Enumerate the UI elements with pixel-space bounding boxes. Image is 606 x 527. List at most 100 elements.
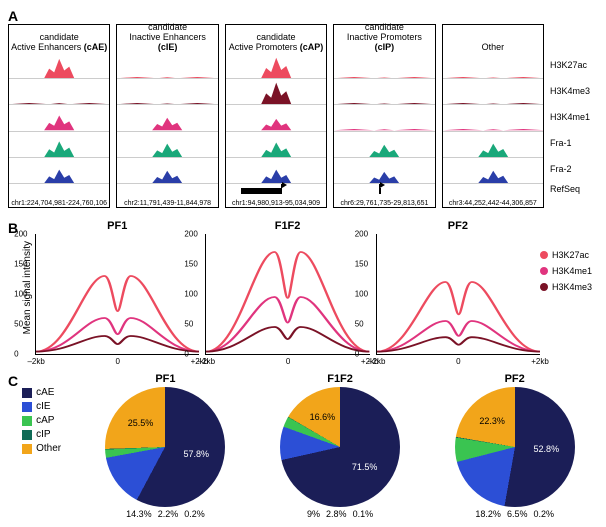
track-h3k27ac: [9, 53, 109, 78]
pie-chart: PF1 57.8%25.5% 14.3%2.2%0.2%: [82, 373, 249, 519]
track-h3k27ac: [443, 53, 543, 78]
legend-item: H3K4me1: [540, 266, 598, 276]
legend-label: H3K27ac: [552, 250, 589, 260]
track-fra1: [443, 131, 543, 157]
pie-slice-label: 18.2%: [475, 509, 501, 519]
panel-b-charts: PF1050100150200–2kb0+2kb F1F2 050100150200…: [35, 220, 540, 355]
profile-chart-title: F1F2: [205, 220, 369, 232]
coord-label: chr3:44,252,442-44,306,857: [443, 200, 543, 207]
y-tick: 100: [14, 290, 27, 299]
y-tick: 200: [355, 230, 368, 239]
profile-chart-title: PF2: [376, 220, 540, 232]
y-tick: 50: [14, 320, 23, 329]
track-fra2: [443, 157, 543, 183]
track-fra2: [226, 157, 326, 183]
profile-plot: 050100150200–2kb0+2kb: [205, 234, 369, 355]
refseq-row: [226, 183, 326, 198]
pie-slice-label: 9%: [307, 509, 320, 519]
track-h3k4me3: [9, 78, 109, 104]
refseq-row: [443, 183, 543, 198]
coord-label: chr1:224,704,981-224,760,106: [9, 200, 109, 207]
panel-c-label: C: [8, 373, 18, 389]
legend-item: cAE: [22, 387, 82, 398]
refseq-label: RefSeq: [550, 182, 598, 196]
pie-chart-title: F1F2: [257, 373, 424, 385]
coord-label: chr2:11,791,439-11,844,978: [117, 200, 217, 207]
pie-slice-label: 0.2%: [533, 509, 554, 519]
legend-swatch: [22, 388, 32, 398]
legend-swatch: [22, 416, 32, 426]
profile-chart: PF2 050100150200–2kb0+2kb: [376, 220, 540, 355]
legend-dot: [540, 251, 548, 259]
legend-swatch: [22, 430, 32, 440]
track-h3k4me3: [226, 78, 326, 104]
y-tick: 200: [184, 230, 197, 239]
panel-b-ylabel: Mean signal intensity: [22, 241, 33, 334]
track-column-header: candidateActive Promoters (cAP): [226, 25, 326, 53]
pie-slice-label: 71.5%: [352, 462, 378, 472]
y-tick: 200: [14, 230, 27, 239]
track-column-header: Other: [443, 25, 543, 53]
x-tick: –2kb: [198, 357, 215, 366]
legend-label: cAE: [36, 387, 54, 398]
coord-label: chr6:29,761,735-29,813,651: [334, 200, 434, 207]
legend-label: H3K4me3: [552, 282, 592, 292]
track-label: Fra-1: [550, 130, 598, 156]
pie-chart-title: PF1: [82, 373, 249, 385]
genome-tracks-row: candidateActive Enhancers (cAE) chr1:224,…: [8, 24, 598, 208]
x-tick: –2kb: [27, 357, 44, 366]
pie-slice-label: 0.2%: [184, 509, 205, 519]
track-h3k4me1: [334, 104, 434, 130]
track-h3k27ac: [226, 53, 326, 78]
track-h3k27ac: [117, 53, 217, 78]
panel-c-charts: PF157.8%25.5%14.3%2.2%0.2%F1F271.5%16.6%…: [82, 373, 598, 519]
track-h3k4me3: [117, 78, 217, 104]
track-fra2: [117, 157, 217, 183]
track-label: H3K27ac: [550, 52, 598, 78]
y-tick: 0: [14, 350, 18, 359]
track-row-labels: H3K27acH3K4me3H3K4me1Fra-1Fra-2RefSeq: [550, 24, 598, 196]
legend-item: cAP: [22, 415, 82, 426]
legend-item: cIP: [22, 429, 82, 440]
refseq-row: [334, 183, 434, 198]
track-column: candidateActive Promoters (cAP)chr1:94,9…: [225, 24, 327, 208]
panel-b-legend: H3K27ac H3K4me1 H3K4me3: [540, 220, 598, 298]
y-tick: 0: [184, 350, 188, 359]
pie-below-labels: 14.3%2.2%0.2%: [82, 509, 249, 519]
legend-dot: [540, 283, 548, 291]
track-column-header: candidateActive Enhancers (cAE): [9, 25, 109, 53]
track-column-header: candidateInactive Promoters (cIP): [334, 25, 434, 53]
legend-item: Other: [22, 443, 82, 454]
track-column: Other chr3:44,252,442-44,306,857: [442, 24, 544, 208]
track-h3k4me1: [9, 104, 109, 130]
profile-chart: PF1050100150200–2kb0+2kb: [35, 220, 199, 355]
panel-a: A candidateActive Enhancers (cAE) chr1:22…: [8, 8, 598, 208]
legend-label: H3K4me1: [552, 266, 592, 276]
track-label: Fra-2: [550, 156, 598, 182]
legend-dot: [540, 267, 548, 275]
track-h3k4me1: [443, 104, 543, 130]
x-tick: 0: [116, 357, 120, 366]
pie-chart: F1F271.5%16.6%9%2.8%0.1%: [257, 373, 424, 519]
x-tick: 0: [286, 357, 290, 366]
track-column-header: candidateInactive Enhancers (cIE): [117, 25, 217, 53]
track-h3k4me3: [334, 78, 434, 104]
track-fra1: [334, 131, 434, 157]
y-tick: 50: [355, 320, 364, 329]
legend-label: Other: [36, 443, 61, 454]
legend-swatch: [22, 444, 32, 454]
pie-slice-label: 2.8%: [326, 509, 347, 519]
panel-a-label: A: [8, 8, 18, 24]
profile-plot: 050100150200–2kb0+2kb: [376, 234, 540, 355]
legend-label: cAP: [36, 415, 54, 426]
pie-slice-label: 0.1%: [353, 509, 374, 519]
refseq-row: [9, 183, 109, 198]
profile-chart: F1F2050100150200–2kb0+2kb: [205, 220, 369, 355]
y-tick: 100: [184, 290, 197, 299]
panel-c-legend: cAEcIEcAPcIPOther: [22, 373, 82, 457]
y-tick: 150: [355, 260, 368, 269]
pie-slice-label: 52.8%: [534, 444, 560, 454]
pie: 57.8%25.5%: [105, 387, 225, 507]
pie: 52.8%22.3%: [455, 387, 575, 507]
y-tick: 100: [355, 290, 368, 299]
